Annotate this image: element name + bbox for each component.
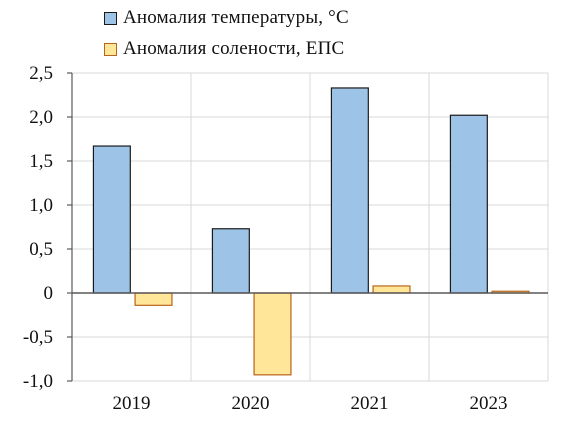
axes xyxy=(67,72,548,382)
legend-label-temperature: Аномалия температуры, °C xyxy=(123,7,349,28)
bar-salinity-2021 xyxy=(372,285,411,294)
bar-salinity-2020 xyxy=(253,292,292,376)
legend-label-salinity: Аномалия солености, ЕПС xyxy=(123,38,345,59)
legend-swatch-temperature xyxy=(104,11,117,25)
bar-temperature-2021 xyxy=(330,87,369,294)
legend-swatch-salinity xyxy=(104,42,117,56)
y-tick-label: 0,5 xyxy=(29,239,53,260)
legend-item-temperature: Аномалия температуры, °C xyxy=(104,7,349,29)
y-tick-label: 2,5 xyxy=(29,63,53,84)
bar-salinity-2019 xyxy=(134,292,173,306)
x-tick-label: 2019 xyxy=(113,393,151,414)
x-tick-label: 2020 xyxy=(232,393,270,414)
y-tick-label: 1,0 xyxy=(29,195,53,216)
y-tick-label: 1,5 xyxy=(29,151,53,172)
x-tick-label: 2023 xyxy=(470,393,508,414)
bar-temperature-2020 xyxy=(211,228,250,294)
x-tick-label: 2021 xyxy=(351,393,389,414)
bar-temperature-2019 xyxy=(92,145,131,294)
y-tick-label: 2,0 xyxy=(29,107,53,128)
y-tick-label: -0,5 xyxy=(23,327,53,348)
y-tick-label: 0 xyxy=(44,283,54,304)
grid-lines xyxy=(71,72,549,382)
y-tick-labels: 2,5 2,0 1,5 1,0 0,5 0 -0,5 -1,0 xyxy=(23,63,53,392)
x-tick-labels: 2019 2020 2021 2023 xyxy=(113,393,508,414)
legend-item-salinity: Аномалия солености, ЕПС xyxy=(104,38,344,60)
bars xyxy=(92,87,530,376)
bar-temperature-2023 xyxy=(449,114,488,294)
y-tick-label: -1,0 xyxy=(23,371,53,392)
